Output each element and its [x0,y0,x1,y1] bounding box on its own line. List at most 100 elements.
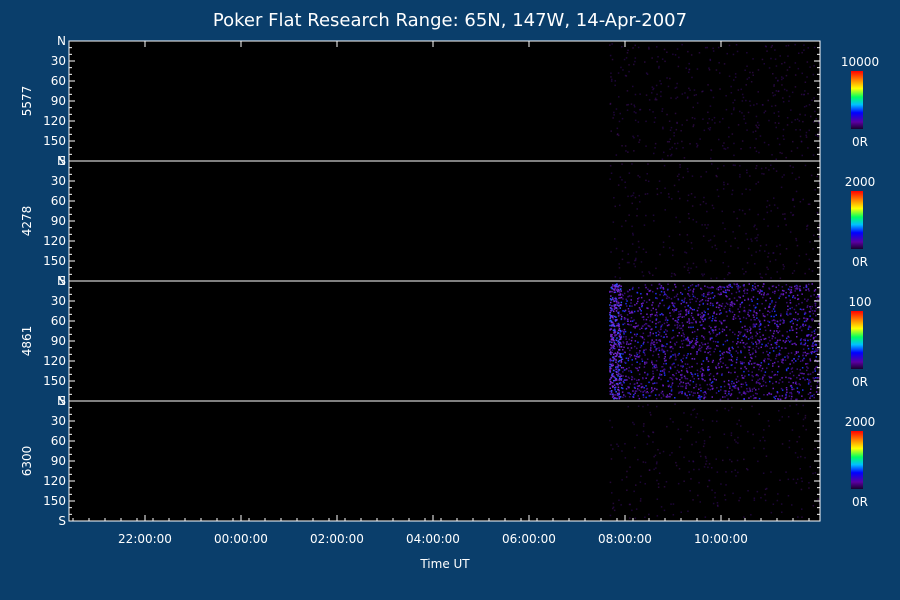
data-speckle [636,347,638,350]
data-speckle [725,295,727,297]
data-speckle [742,295,745,297]
data-speckle [731,471,733,473]
data-speckle [747,430,749,433]
data-speckle [613,306,616,308]
data-speckle [796,288,798,290]
data-speckle [752,433,754,436]
data-speckle [632,232,634,235]
data-speckle [809,358,811,360]
data-speckle [640,312,642,315]
data-speckle [739,305,742,307]
data-speckle [649,109,651,111]
data-speckle [696,341,699,343]
data-speckle [712,329,715,332]
data-speckle [635,352,638,354]
data-speckle [666,394,669,396]
data-speckle [791,91,794,94]
data-speckle [743,309,746,312]
data-speckle [698,52,701,54]
data-speckle [762,436,764,439]
data-speckle [705,299,707,302]
data-speckle [812,248,814,250]
data-speckle [622,298,624,300]
data-speckle [657,334,660,336]
data-speckle [708,293,710,296]
data-speckle [615,310,618,312]
data-speckle [690,314,693,317]
data-speckle [615,397,617,400]
data-speckle [792,374,795,377]
data-speckle [615,108,618,110]
data-speckle [753,387,756,389]
data-speckle [727,273,729,276]
data-speckle [727,265,730,268]
data-speckle [663,372,666,374]
data-speckle [720,389,722,391]
data-speckle [801,329,803,332]
data-speckle [643,341,645,344]
data-speckle [783,290,785,292]
data-speckle [802,120,804,123]
data-speckle [633,394,635,396]
data-speckle [731,346,733,349]
data-speckle [761,343,763,346]
data-speckle [691,340,693,342]
data-speckle [687,340,689,342]
data-speckle [643,318,645,321]
data-speckle [770,164,772,166]
data-speckle [815,118,817,120]
data-speckle [646,443,649,445]
data-speckle [673,336,675,338]
data-speckle [775,158,777,160]
data-speckle [616,323,618,325]
data-speckle [637,240,640,243]
data-speckle [624,318,627,320]
data-speckle [734,469,736,471]
data-speckle [815,307,817,310]
data-speckle [619,376,621,378]
data-speckle [737,352,739,354]
data-speckle [677,354,679,356]
data-speckle [657,304,660,307]
data-speckle [675,295,678,297]
data-speckle [690,426,692,428]
data-speckle [703,293,705,295]
data-speckle [767,420,770,422]
data-speckle [691,247,693,250]
data-speckle [645,120,647,123]
data-speckle [770,471,772,473]
data-speckle [804,351,806,354]
data-speckle [628,353,631,356]
data-speckle [662,450,665,453]
data-speckle [668,306,670,309]
data-speckle [775,381,777,383]
data-speckle [644,322,647,325]
data-speckle [620,356,623,358]
data-speckle [767,252,770,254]
data-speckle [664,60,666,63]
data-speckle [639,481,642,483]
data-speckle [628,338,631,341]
data-speckle [774,310,776,313]
data-speckle [623,318,626,321]
data-speckle [801,154,803,157]
data-speckle [750,81,753,83]
data-speckle [763,429,765,431]
data-speckle [764,381,767,384]
data-speckle [613,304,616,306]
data-speckle [724,289,727,291]
data-speckle [616,443,618,445]
data-speckle [642,405,644,408]
data-speckle [790,291,793,294]
data-speckle [812,312,815,315]
data-speckle [795,383,798,385]
data-speckle [634,119,637,122]
data-speckle [746,328,748,331]
data-speckle [646,358,649,360]
data-speckle [619,378,622,380]
data-speckle [614,238,616,240]
data-speckle [609,419,611,422]
data-speckle [737,387,739,389]
data-speckle [662,384,664,387]
data-speckle [769,347,771,350]
